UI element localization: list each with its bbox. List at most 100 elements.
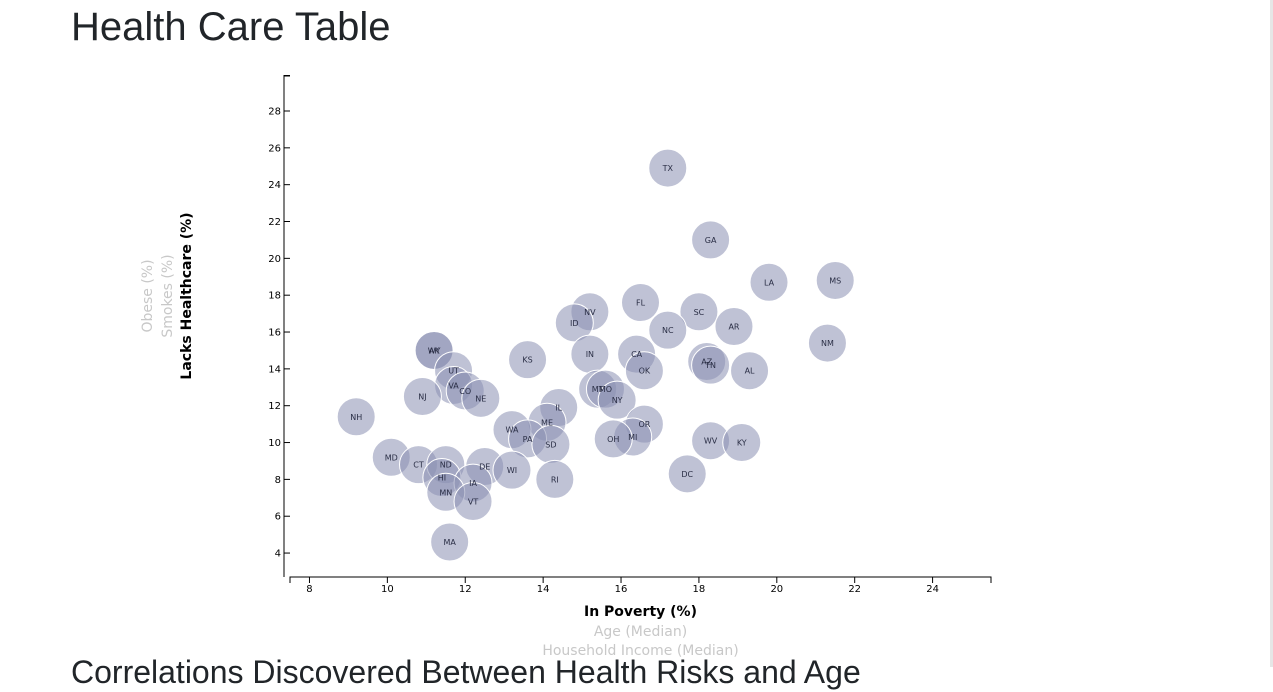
state-label-or: OR bbox=[638, 420, 650, 429]
state-bubble-al[interactable] bbox=[730, 351, 770, 391]
state-label-az: AZ bbox=[701, 357, 712, 366]
y-tick-label: 12 bbox=[268, 401, 281, 412]
state-bubble-ne[interactable] bbox=[461, 378, 501, 418]
state-label-wa: WA bbox=[506, 426, 519, 435]
state-label-oh: OH bbox=[607, 435, 619, 444]
state-label-ri: RI bbox=[551, 475, 559, 484]
state-label-nj: NJ bbox=[418, 392, 426, 401]
y-axis-option-2[interactable]: Obese (%) bbox=[140, 259, 156, 332]
x-axis-option-0[interactable]: In Poverty (%) bbox=[584, 604, 697, 620]
state-label-in: IN bbox=[586, 350, 594, 359]
state-label-ok: OK bbox=[639, 367, 651, 376]
state-bubble-vt[interactable] bbox=[453, 481, 493, 521]
scatter-chart: 8 10 12 14 16 18 20 22 24 4 6 8 10 12 14 16 18 20 22 24 26 28… bbox=[140, 75, 992, 659]
state-label-wi: WI bbox=[507, 466, 517, 475]
y-axis-line bbox=[283, 75, 290, 577]
state-bubble-nh[interactable] bbox=[336, 397, 376, 437]
x-tick-label: 8 bbox=[306, 584, 312, 595]
state-label-mo: MO bbox=[599, 385, 612, 394]
state-label-sd: SD bbox=[545, 440, 556, 449]
state-label-nc: NC bbox=[662, 326, 674, 335]
state-label-fl: FL bbox=[636, 299, 646, 308]
state-label-ky: KY bbox=[737, 439, 747, 448]
state-bubble-nm[interactable] bbox=[807, 323, 847, 363]
state-bubble-ga[interactable] bbox=[691, 220, 731, 260]
page-title: Health Care Table bbox=[71, 5, 391, 49]
x-tick-label: 12 bbox=[459, 584, 472, 595]
y-axis-option-0[interactable]: Lacks Healthcare (%) bbox=[179, 212, 195, 379]
state-bubble-ks[interactable] bbox=[508, 340, 548, 380]
state-bubble-ma[interactable] bbox=[430, 522, 470, 562]
x-tick-label: 20 bbox=[770, 584, 783, 595]
x-tick-label: 24 bbox=[926, 584, 939, 595]
x-tick-label: 16 bbox=[615, 584, 628, 595]
y-tick-label: 26 bbox=[268, 143, 281, 154]
state-label-ar: AR bbox=[728, 323, 739, 332]
state-bubble-ny[interactable] bbox=[597, 380, 637, 420]
state-label-vt: VT bbox=[468, 497, 478, 506]
state-label-tx: TX bbox=[662, 164, 674, 173]
state-label-wy: WY bbox=[428, 346, 441, 355]
state-label-ak: AK bbox=[429, 346, 440, 355]
state-label-ny: NY bbox=[612, 396, 623, 405]
state-bubble-dc[interactable] bbox=[667, 454, 707, 494]
state-label-tn: TN bbox=[704, 361, 716, 370]
state-bubble-ms[interactable] bbox=[815, 260, 855, 300]
state-label-nv: NV bbox=[584, 308, 596, 317]
state-label-ga: GA bbox=[705, 236, 717, 245]
state-bubble-ky[interactable] bbox=[722, 423, 762, 463]
y-tick-label: 16 bbox=[268, 328, 281, 339]
state-bubble-fl[interactable] bbox=[621, 283, 660, 323]
x-axis-line bbox=[289, 576, 992, 583]
state-label-wv: WV bbox=[704, 437, 718, 446]
state-label-mi: MI bbox=[628, 433, 637, 442]
state-label-id: ID bbox=[570, 319, 579, 328]
state-label-me: ME bbox=[541, 418, 553, 427]
state-bubble-tx[interactable] bbox=[648, 148, 688, 188]
page-scrollbar[interactable] bbox=[1270, 0, 1273, 667]
state-label-hi: HI bbox=[438, 474, 446, 483]
state-label-ne: NE bbox=[475, 394, 486, 403]
state-label-al: AL bbox=[745, 367, 755, 376]
state-bubble-nj[interactable] bbox=[402, 376, 442, 416]
state-bubble-id[interactable] bbox=[554, 303, 594, 343]
x-tick-label: 18 bbox=[693, 584, 706, 595]
state-label-nd: ND bbox=[440, 461, 452, 470]
state-label-de: DE bbox=[479, 462, 490, 471]
state-label-ct: CT bbox=[413, 461, 424, 470]
y-tick-label: 6 bbox=[275, 512, 281, 523]
section-heading: Correlations Discovered Between Health R… bbox=[71, 654, 861, 690]
y-tick-label: 28 bbox=[268, 106, 281, 117]
state-label-dc: DC bbox=[681, 470, 693, 479]
state-label-mt: MT bbox=[592, 385, 604, 394]
state-label-mn: MN bbox=[439, 488, 452, 497]
y-tick-label: 14 bbox=[268, 364, 281, 375]
state-bubble-ri[interactable] bbox=[535, 459, 575, 499]
state-bubble-nc[interactable] bbox=[648, 310, 688, 350]
state-bubble-oh[interactable] bbox=[593, 419, 633, 459]
x-axis-option-2[interactable]: Household Income (Median) bbox=[542, 643, 738, 659]
x-axis-option-1[interactable]: Age (Median) bbox=[594, 624, 687, 640]
state-label-ca: CA bbox=[631, 350, 643, 359]
y-tick-label: 22 bbox=[268, 217, 281, 228]
state-label-nm: NM bbox=[821, 339, 834, 348]
state-label-ms: MS bbox=[829, 276, 841, 285]
state-label-nh: NH bbox=[350, 413, 362, 422]
state-label-ia: IA bbox=[469, 479, 477, 488]
state-label-il: IL bbox=[555, 404, 562, 413]
state-bubble-sc[interactable] bbox=[679, 292, 719, 332]
y-axis-option-1[interactable]: Smokes (%) bbox=[160, 254, 176, 337]
y-tick-label: 18 bbox=[268, 291, 281, 302]
state-bubble-ok[interactable] bbox=[624, 351, 664, 391]
y-tick-label: 8 bbox=[275, 475, 281, 486]
state-bubble-wi[interactable] bbox=[492, 450, 532, 490]
y-tick-label: 10 bbox=[268, 438, 281, 449]
state-label-md: MD bbox=[385, 453, 398, 462]
y-tick-label: 24 bbox=[268, 180, 281, 191]
state-bubble-ar[interactable] bbox=[714, 307, 754, 346]
state-label-ut: UT bbox=[448, 367, 459, 376]
state-bubble-la[interactable] bbox=[749, 262, 789, 302]
state-bubble-tn[interactable] bbox=[691, 345, 731, 385]
state-label-va: VA bbox=[448, 381, 459, 390]
state-label-la: LA bbox=[764, 278, 775, 287]
